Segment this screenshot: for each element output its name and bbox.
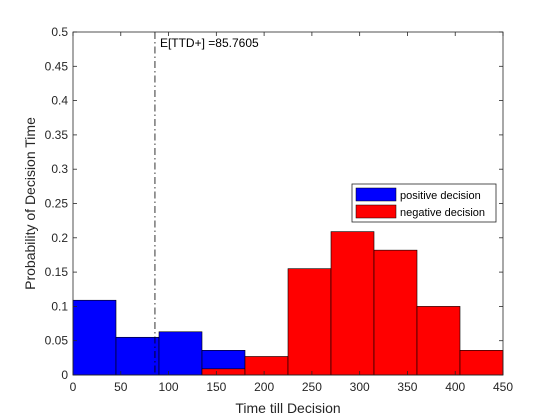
bar-negative-4 [373,249,418,376]
x-axis-label: Time till Decision [235,400,340,416]
x-tick-label: 50 [114,380,128,394]
x-tick-label: 300 [350,380,370,394]
bar-negative-1 [244,356,289,376]
y-tick-label: 0.05 [45,334,69,348]
legend-label: positive decision [400,190,481,202]
x-tick-label: 200 [254,380,274,394]
x-tick-label: 150 [206,380,226,394]
y-tick-label: 0.1 [51,299,68,313]
bar-negative-3 [330,231,375,376]
legend-swatch [355,204,397,219]
bar-negative-6 [459,350,504,376]
bars-layer [72,231,504,376]
y-tick-label: 0.5 [51,25,68,39]
x-tick-label: 0 [70,380,77,394]
x-tick-label: 250 [302,380,322,394]
y-axis: 0 0.05 0.1 0.15 0.2 0.25 0.3 0.35 0.4 0.45 0.5 [45,25,503,382]
bar-positive-0 [72,299,117,376]
x-tick-label: 350 [397,380,417,394]
y-tick-label: 0.3 [51,162,68,176]
bar-negative-0 [201,368,246,376]
bar-negative-5 [416,306,461,376]
bar-positive-2 [158,331,203,376]
y-tick-label: 0.35 [45,128,69,142]
y-tick-label: 0.4 [51,94,68,108]
x-axis: 0 50 100 150 200 250 300 350 400 450 [70,32,513,394]
y-tick-label: 0 [61,368,68,382]
legend: positive decision negative decision [351,183,497,223]
y-tick-label: 0.25 [45,197,69,211]
y-tick-label: 0.15 [45,265,69,279]
y-tick-label: 0.2 [51,231,68,245]
y-axis-label: Probability of Decision Time [22,117,38,290]
x-tick-label: 450 [493,380,513,394]
mean-line-layer: E[TTD+] =85.7605 [154,32,259,375]
bar-positive-1 [115,336,160,376]
bar-negative-2 [287,268,332,376]
legend-swatch [355,187,397,202]
legend-label: negative decision [400,207,485,219]
x-tick-label: 100 [159,380,179,394]
mean-annotation: E[TTD+] =85.7605 [160,36,259,50]
y-tick-label: 0.45 [45,59,69,73]
x-tick-label: 400 [445,380,465,394]
